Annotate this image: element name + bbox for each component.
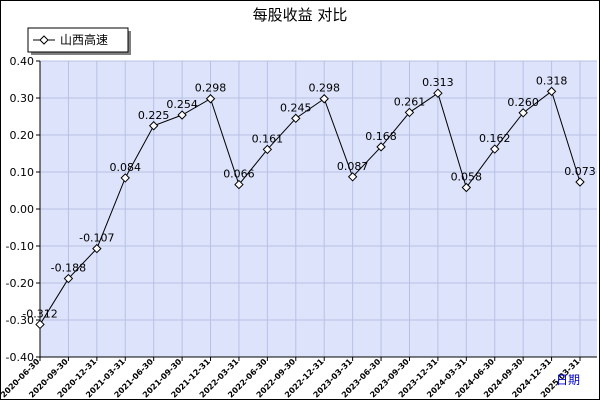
data-point-marker bbox=[92, 243, 102, 254]
data-point-marker bbox=[177, 110, 187, 120]
data-point-marker bbox=[347, 172, 358, 182]
data-label: 0.318 bbox=[536, 74, 568, 87]
data-label: 0.260 bbox=[507, 96, 539, 109]
data-label: 0.066 bbox=[223, 168, 255, 181]
data-point-marker bbox=[404, 107, 415, 118]
data-point-marker bbox=[575, 177, 585, 187]
chart-title: 每股收益 对比 bbox=[253, 6, 348, 24]
data-point-marker bbox=[262, 144, 273, 155]
data-label: -0.312 bbox=[22, 307, 57, 320]
data-point-marker bbox=[234, 179, 244, 190]
y-tick-label: 0.40 bbox=[10, 55, 35, 68]
legend-marker bbox=[39, 35, 49, 45]
data-point-marker bbox=[433, 88, 443, 98]
data-point-marker bbox=[205, 94, 216, 104]
data-point-marker bbox=[148, 121, 159, 131]
data-label: 0.298 bbox=[308, 82, 340, 95]
data-point-marker bbox=[546, 86, 557, 97]
data-label: 0.168 bbox=[365, 130, 397, 143]
data-label: 0.261 bbox=[394, 95, 426, 108]
legend: 山西高速 bbox=[27, 27, 131, 55]
data-label: 0.162 bbox=[479, 132, 511, 145]
data-label: 0.245 bbox=[280, 101, 312, 114]
data-point-marker bbox=[376, 142, 386, 152]
y-tick-label: 0.10 bbox=[10, 166, 35, 179]
data-point-marker bbox=[120, 173, 130, 183]
data-point-marker bbox=[35, 319, 45, 330]
y-tick-label: 0.30 bbox=[10, 92, 35, 105]
y-tick-label: -0.40 bbox=[6, 351, 34, 364]
data-label: 0.298 bbox=[195, 82, 227, 95]
data-label: 0.084 bbox=[110, 161, 142, 174]
data-label: 0.313 bbox=[422, 76, 454, 89]
data-point-marker bbox=[63, 273, 74, 284]
data-label: -0.107 bbox=[79, 232, 114, 245]
data-label: 0.073 bbox=[564, 165, 596, 178]
data-label: 0.087 bbox=[337, 160, 369, 173]
data-point-marker bbox=[319, 94, 329, 104]
y-tick-label: 0.20 bbox=[10, 129, 35, 142]
data-point-marker bbox=[291, 113, 301, 124]
y-tick-label: -0.20 bbox=[6, 277, 34, 290]
data-label: 0.225 bbox=[138, 109, 170, 122]
y-tick-label: 0.00 bbox=[10, 203, 35, 216]
data-label: 0.161 bbox=[252, 132, 284, 145]
x-axis-title: 日期 bbox=[556, 373, 580, 387]
data-point-marker bbox=[461, 182, 472, 193]
series-line bbox=[39, 90, 581, 325]
data-label: 0.058 bbox=[451, 171, 483, 184]
data-point-marker bbox=[518, 108, 528, 118]
data-label: -0.188 bbox=[51, 262, 86, 275]
legend-series-name: 山西高速 bbox=[60, 32, 108, 47]
data-point-marker bbox=[490, 144, 500, 154]
data-label: 0.254 bbox=[166, 98, 198, 111]
y-tick-label: -0.10 bbox=[6, 240, 34, 253]
y-tick-label: -0.30 bbox=[6, 314, 34, 327]
